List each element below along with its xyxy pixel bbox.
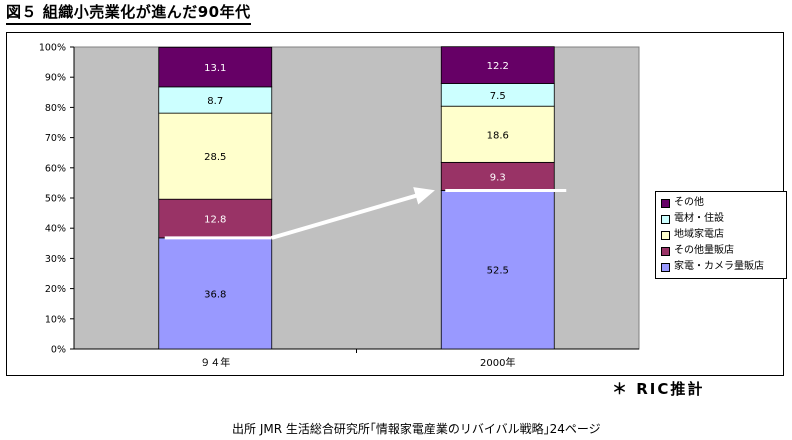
x-tick-label: ９４年: [200, 356, 230, 369]
legend-label: その他量販店: [674, 245, 734, 256]
y-tick-label: 20%: [45, 284, 66, 295]
data-label: 28.5: [204, 152, 226, 163]
bar-segment: [158, 198, 273, 239]
y-tick-label: 90%: [45, 73, 66, 84]
bar-segment: [158, 112, 273, 200]
data-label: 9.3: [490, 172, 506, 183]
legend-label: 家電・カメラ量販店: [674, 261, 764, 272]
trend-arrow-head: [413, 187, 435, 205]
y-tick-label: 40%: [45, 224, 66, 235]
source-citation: 出所 JMR 生活総合研究所｢情報家電産業のリバイバル戦略｣24ページ: [232, 422, 601, 436]
legend-item: その他量販店: [661, 243, 781, 259]
legend-swatch: [661, 246, 670, 256]
stacked-bar-chart: 0% 10% 20% 30% 40% 50% 60% 70% 80% 90% 100% 36.8 12.…: [39, 43, 640, 369]
x-tick-label: 2000年: [480, 356, 515, 369]
estimate-note: ＊ RIC推計: [612, 380, 705, 398]
chart-frame: 0% 10% 20% 30% 40% 50% 60% 70% 80% 90% 100% 36.8 12.…: [6, 32, 787, 376]
y-tick-label: 0%: [51, 345, 66, 356]
legend-item: 家電・カメラ量販店: [661, 259, 781, 275]
data-label: 8.7: [207, 96, 223, 107]
legend-swatch: [661, 198, 670, 208]
legend-item: 地域家電店: [661, 227, 781, 243]
y-tick-label: 60%: [45, 163, 66, 174]
y-tick-label: 80%: [45, 103, 66, 114]
legend-label: 電材・住設: [674, 213, 724, 224]
figure-title: 図５ 組織小売業化が進んだ90年代: [6, 2, 251, 25]
legend-label: 地域家電店: [674, 229, 724, 240]
data-label: 12.2: [487, 61, 509, 72]
y-tick-label: 70%: [45, 133, 66, 144]
bar-segment: [440, 105, 555, 163]
trend-arrow-shaft: [271, 190, 428, 240]
bar-segment: [440, 161, 555, 191]
legend-item: 電材・住設: [661, 211, 781, 227]
legend-item: その他: [661, 195, 781, 211]
data-label: 12.8: [204, 215, 226, 226]
data-label: 36.8: [204, 289, 226, 300]
legend-swatch: [661, 214, 670, 224]
legend-swatch: [661, 262, 670, 272]
y-tick-label: 50%: [45, 194, 66, 205]
data-label: 52.5: [487, 266, 509, 277]
data-label: 18.6: [487, 130, 509, 141]
bar-segment: [158, 237, 273, 350]
data-label: 7.5: [490, 91, 506, 102]
y-tick-label: 100%: [39, 43, 66, 54]
y-tick-label: 30%: [45, 254, 66, 265]
legend-swatch: [661, 230, 670, 240]
bar-segment: [440, 190, 555, 350]
bar-segment: [440, 46, 555, 84]
legend-label: その他: [674, 197, 704, 208]
chart-legend: その他電材・住設地域家電店その他量販店家電・カメラ量販店: [655, 191, 787, 279]
bar-segment: [158, 46, 273, 88]
y-tick-label: 10%: [45, 314, 66, 325]
data-label: 13.1: [204, 63, 226, 74]
